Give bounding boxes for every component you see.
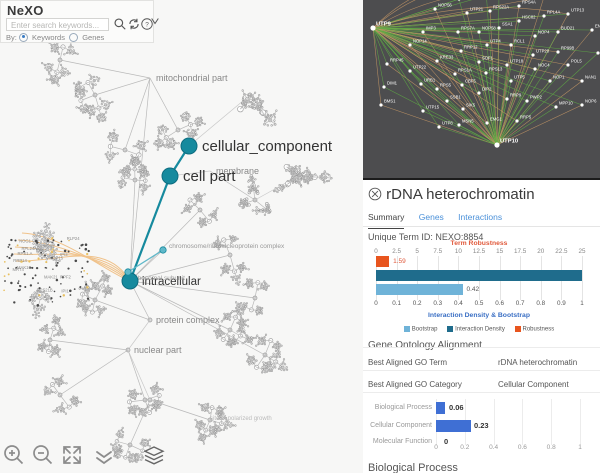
svg-text:DIP2: DIP2	[482, 87, 492, 92]
svg-text:nuclear part: nuclear part	[134, 345, 182, 355]
svg-text:MAK21: MAK21	[44, 275, 58, 280]
svg-text:UTP15: UTP15	[426, 105, 440, 110]
svg-text:SSA1: SSA1	[502, 22, 513, 27]
svg-text:DIM1: DIM1	[387, 81, 398, 86]
svg-text:URB1: URB1	[424, 78, 436, 83]
svg-text:BMS1: BMS1	[384, 99, 396, 104]
svg-text:UTP10: UTP10	[500, 139, 518, 145]
svg-text:NAN1: NAN1	[585, 75, 597, 80]
svg-text:UTP13: UTP13	[571, 8, 585, 13]
svg-text:protein complex: protein complex	[156, 315, 220, 325]
svg-text:NOG1: NOG1	[19, 239, 32, 244]
svg-text:NOC4: NOC4	[538, 63, 550, 68]
svg-text:MSN5: MSN5	[462, 119, 474, 124]
svg-text:MPP10: MPP10	[559, 101, 573, 106]
svg-text:UTP21: UTP21	[470, 7, 484, 12]
svg-text:RRP45: RRP45	[390, 58, 404, 63]
svg-text:chromosome/ribonucleoprotein c: chromosome/ribonucleoprotein complex	[169, 243, 285, 250]
svg-text:site of polarized growth: site of polarized growth	[210, 416, 272, 422]
svg-text:SSB1: SSB1	[450, 95, 461, 100]
svg-text:RRP5: RRP5	[520, 115, 532, 120]
svg-text:RPS4A: RPS4A	[522, 0, 536, 5]
svg-text:?: ?	[145, 21, 149, 28]
svg-text:RPF1: RPF1	[36, 248, 47, 253]
svg-text:RPS22A: RPS22A	[493, 5, 509, 10]
svg-text:MRT4: MRT4	[13, 267, 25, 272]
svg-text:ribosomal subunit: ribosomal subunit	[134, 275, 185, 282]
svg-text:EMG1: EMG1	[490, 117, 503, 122]
svg-text:RPS5: RPS5	[440, 83, 452, 88]
svg-text:UTP4: UTP4	[490, 39, 501, 44]
svg-text:NOP4: NOP4	[538, 30, 550, 35]
svg-text:UTP20: UTP20	[536, 49, 550, 54]
svg-text:UTP22: UTP22	[413, 65, 427, 70]
svg-text:NOP58: NOP58	[482, 26, 496, 31]
svg-text:RPS7A: RPS7A	[461, 26, 475, 31]
svg-text:RRP9: RRP9	[510, 93, 522, 98]
svg-text:NOP14: NOP14	[413, 39, 427, 44]
svg-text:NOP6: NOP6	[585, 99, 597, 104]
svg-text:SIK5: SIK5	[466, 103, 476, 108]
svg-text:NOP15: NOP15	[49, 255, 63, 260]
svg-text:RPS1A: RPS1A	[458, 68, 472, 73]
svg-text:UTP5: UTP5	[514, 75, 525, 80]
svg-text:RPS21.A: RPS21.A	[34, 295, 51, 300]
svg-text:RPF2: RPF2	[60, 274, 71, 279]
svg-text:cell part: cell part	[183, 168, 236, 185]
svg-text:IPI1: IPI1	[61, 288, 69, 293]
svg-text:CBF5: CBF5	[465, 79, 476, 84]
svg-text:KRE33: KRE33	[440, 55, 454, 60]
svg-text:SOF1: SOF1	[482, 56, 494, 61]
svg-text:UTP18: UTP18	[510, 59, 524, 64]
svg-text:RRP12: RRP12	[464, 45, 478, 50]
svg-text:RPL4A: RPL4A	[547, 10, 560, 15]
svg-text:PWP2: PWP2	[530, 95, 543, 100]
svg-text:RPS21B: RPS21B	[37, 288, 53, 293]
svg-text:RLP24: RLP24	[67, 236, 80, 241]
svg-text:BUD21: BUD21	[561, 26, 575, 31]
svg-text:RP99B: RP99B	[561, 46, 574, 51]
svg-text:RPS1.A: RPS1.A	[18, 251, 33, 256]
svg-text:ENP1: ENP1	[595, 24, 600, 29]
svg-text:HSC82: HSC82	[522, 15, 536, 20]
svg-text:UTP9: UTP9	[376, 22, 392, 28]
svg-text:NOP1: NOP1	[553, 75, 565, 80]
svg-text:mitochondrial part: mitochondrial part	[156, 73, 228, 83]
svg-text:UTP8: UTP8	[442, 121, 453, 126]
svg-text:NOP56: NOP56	[438, 3, 452, 8]
svg-text:POL5: POL5	[571, 59, 582, 64]
svg-text:RRP14: RRP14	[13, 258, 27, 263]
svg-text:cellular_component: cellular_component	[202, 138, 333, 155]
svg-text:RCL1: RCL1	[514, 39, 525, 44]
svg-text:RPS13: RPS13	[489, 67, 503, 72]
svg-text:IMP3: IMP3	[426, 26, 436, 31]
